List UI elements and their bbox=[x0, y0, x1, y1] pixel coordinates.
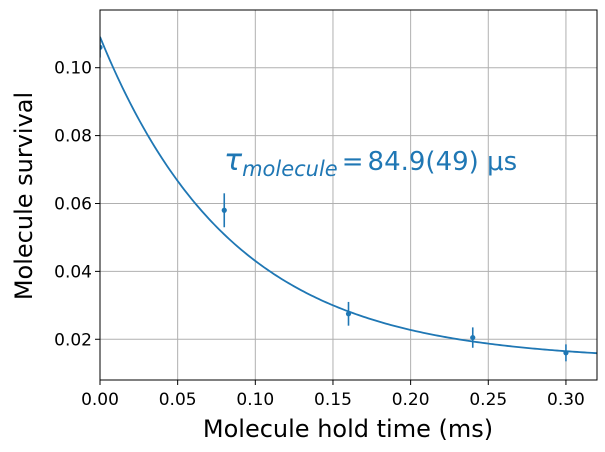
x-tick-label: 0.15 bbox=[314, 390, 352, 410]
y-tick-label: 0.06 bbox=[54, 194, 92, 214]
tau-subscript: molecule bbox=[242, 157, 338, 181]
tau-value: 84.9(49) μs bbox=[368, 147, 518, 177]
y-tick-label: 0.10 bbox=[54, 59, 92, 79]
y-axis-label: Molecule survival bbox=[10, 92, 38, 300]
plot-frame bbox=[99, 9, 598, 381]
x-tick-label: 0.05 bbox=[159, 390, 197, 410]
data-marker bbox=[470, 334, 476, 341]
y-tick-label: 0.02 bbox=[54, 330, 92, 350]
tau-annotation: τmolecule = 84.9(49) μs bbox=[224, 143, 517, 181]
x-tick-label: 0.00 bbox=[81, 390, 119, 410]
data-point bbox=[345, 301, 352, 326]
data-marker bbox=[221, 207, 227, 213]
data-marker bbox=[563, 350, 569, 356]
grid-lines bbox=[99, 10, 597, 380]
y-axis-ticks: 0.02 0.04 0.06 0.08 0.10 bbox=[54, 59, 100, 350]
x-tick-label: 0.30 bbox=[547, 390, 585, 410]
x-tick-label: 0.20 bbox=[392, 390, 430, 410]
tau-symbol: τ bbox=[224, 143, 243, 178]
y-tick-label: 0.04 bbox=[54, 262, 92, 282]
x-tick-label: 0.10 bbox=[236, 390, 274, 410]
data-points-layer bbox=[100, 37, 569, 362]
data-marker bbox=[345, 311, 352, 317]
data-point bbox=[563, 344, 569, 362]
x-axis-ticks: 0.00 0.05 0.10 0.15 0.20 0.25 0.30 bbox=[81, 380, 585, 410]
data-point bbox=[221, 193, 227, 228]
x-tick-label: 0.25 bbox=[469, 390, 507, 410]
y-tick-label: 0.08 bbox=[54, 127, 92, 147]
data-marker bbox=[100, 44, 103, 50]
tau-equals: = bbox=[342, 147, 364, 177]
data-point bbox=[100, 37, 103, 58]
data-point bbox=[470, 327, 476, 348]
x-axis-label: Molecule hold time (ms) bbox=[203, 415, 493, 443]
